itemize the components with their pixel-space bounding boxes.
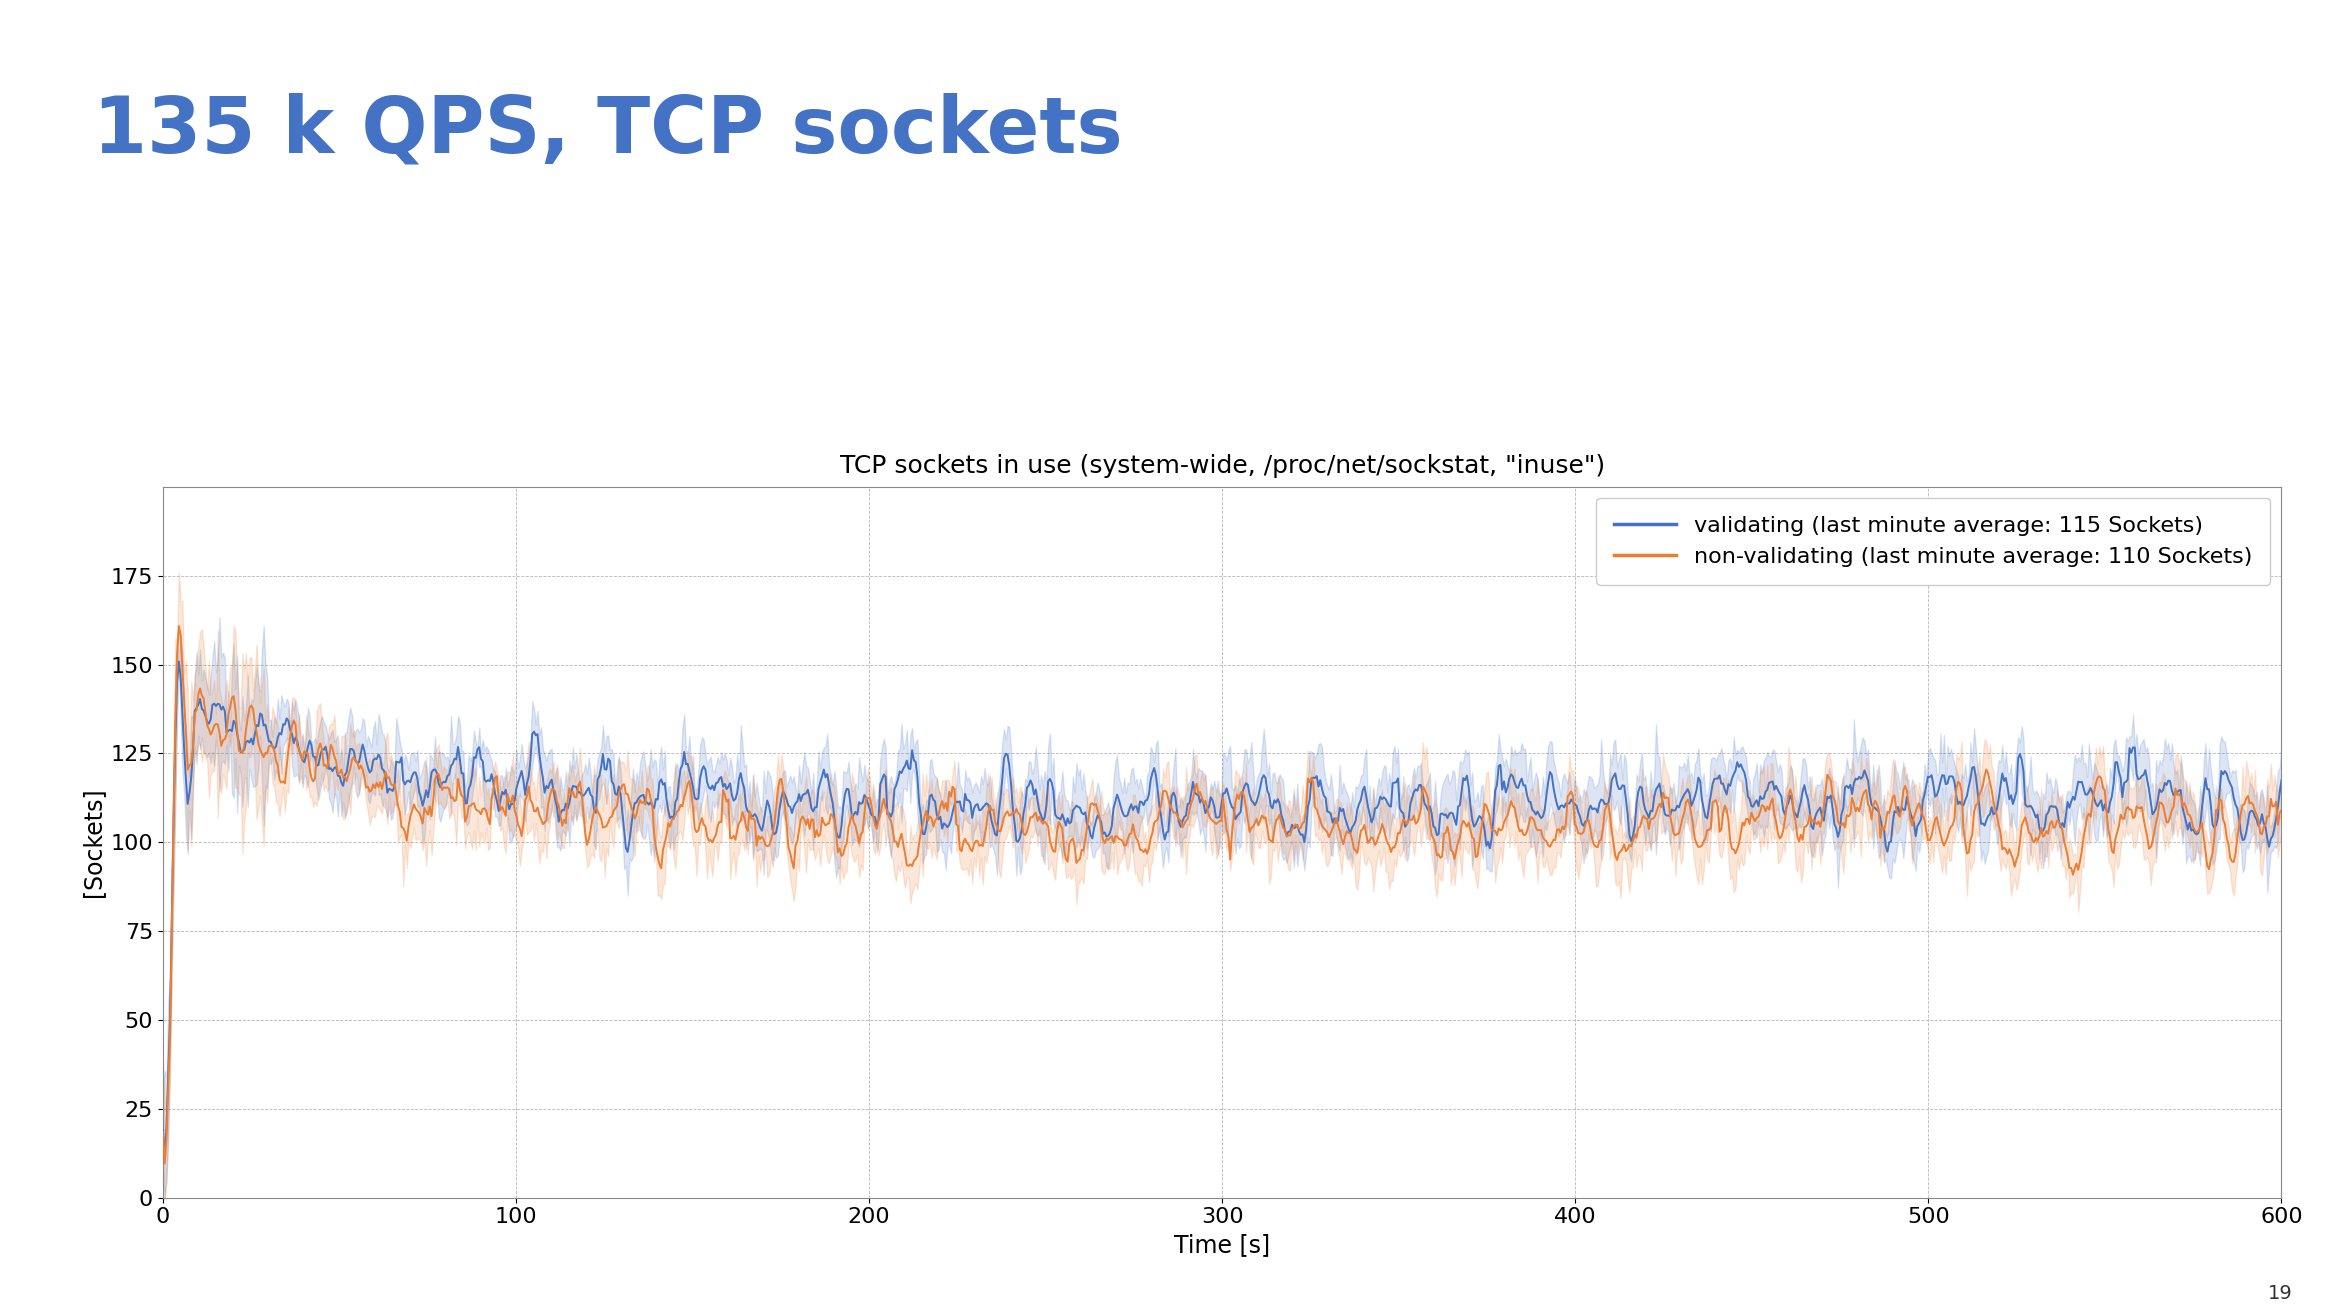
non-validating (last minute average: 110 Sockets): (316, 108): 110 Sockets): (316, 108) — [1266, 807, 1294, 822]
validating (last minute average: 115 Sockets): (203, 116): 115 Sockets): (203, 116) — [866, 776, 894, 792]
validating (last minute average: 115 Sockets): (0.5, 12): 115 Sockets): (0.5, 12) — [151, 1148, 179, 1163]
non-validating (last minute average: 110 Sockets): (0.5, 9.58): 110 Sockets): (0.5, 9.58) — [151, 1155, 179, 1171]
non-validating (last minute average: 110 Sockets): (261, 101): 110 Sockets): (261, 101) — [1071, 832, 1099, 848]
non-validating (last minute average: 110 Sockets): (0, 18.4): 110 Sockets): (0, 18.4) — [149, 1124, 177, 1140]
Y-axis label: [Sockets]: [Sockets] — [81, 787, 105, 898]
Legend: validating (last minute average: 115 Sockets), non-validating (last minute avera: validating (last minute average: 115 Soc… — [1597, 497, 2270, 584]
validating (last minute average: 115 Sockets): (0, 19): 115 Sockets): (0, 19) — [149, 1123, 177, 1138]
validating (last minute average: 115 Sockets): (329, 113): 115 Sockets): (329, 113) — [1311, 788, 1339, 804]
non-validating (last minute average: 110 Sockets): (600, 109): 110 Sockets): (600, 109) — [2267, 803, 2295, 819]
Line: non-validating (last minute average: 110 Sockets): non-validating (last minute average: 110… — [163, 626, 2281, 1163]
validating (last minute average: 115 Sockets): (4.5, 151): 115 Sockets): (4.5, 151) — [165, 654, 193, 670]
X-axis label: Time [s]: Time [s] — [1173, 1233, 1271, 1257]
validating (last minute average: 115 Sockets): (316, 111): 115 Sockets): (316, 111) — [1266, 796, 1294, 812]
non-validating (last minute average: 110 Sockets): (80.6, 115): 110 Sockets): (80.6, 115) — [433, 779, 461, 795]
Line: validating (last minute average: 115 Sockets): validating (last minute average: 115 Soc… — [163, 662, 2281, 1155]
validating (last minute average: 115 Sockets): (80.6, 119): 115 Sockets): (80.6, 119) — [433, 769, 461, 784]
validating (last minute average: 115 Sockets): (600, 117): 115 Sockets): (600, 117) — [2267, 772, 2295, 788]
validating (last minute average: 115 Sockets): (261, 108): 115 Sockets): (261, 108) — [1071, 804, 1099, 820]
non-validating (last minute average: 110 Sockets): (102, 105): 110 Sockets): (102, 105) — [510, 816, 538, 832]
non-validating (last minute average: 110 Sockets): (4.5, 161): 110 Sockets): (4.5, 161) — [165, 619, 193, 634]
validating (last minute average: 115 Sockets): (102, 117): 115 Sockets): (102, 117) — [510, 772, 538, 788]
Title: TCP sockets in use (system-wide, /proc/net/sockstat, "inuse"): TCP sockets in use (system-wide, /proc/n… — [840, 454, 1604, 478]
Text: 135 k QPS, TCP sockets: 135 k QPS, TCP sockets — [93, 92, 1122, 168]
Text: 19: 19 — [2267, 1284, 2293, 1303]
non-validating (last minute average: 110 Sockets): (329, 104): 110 Sockets): (329, 104) — [1311, 820, 1339, 836]
non-validating (last minute average: 110 Sockets): (203, 108): 110 Sockets): (203, 108) — [866, 807, 894, 822]
